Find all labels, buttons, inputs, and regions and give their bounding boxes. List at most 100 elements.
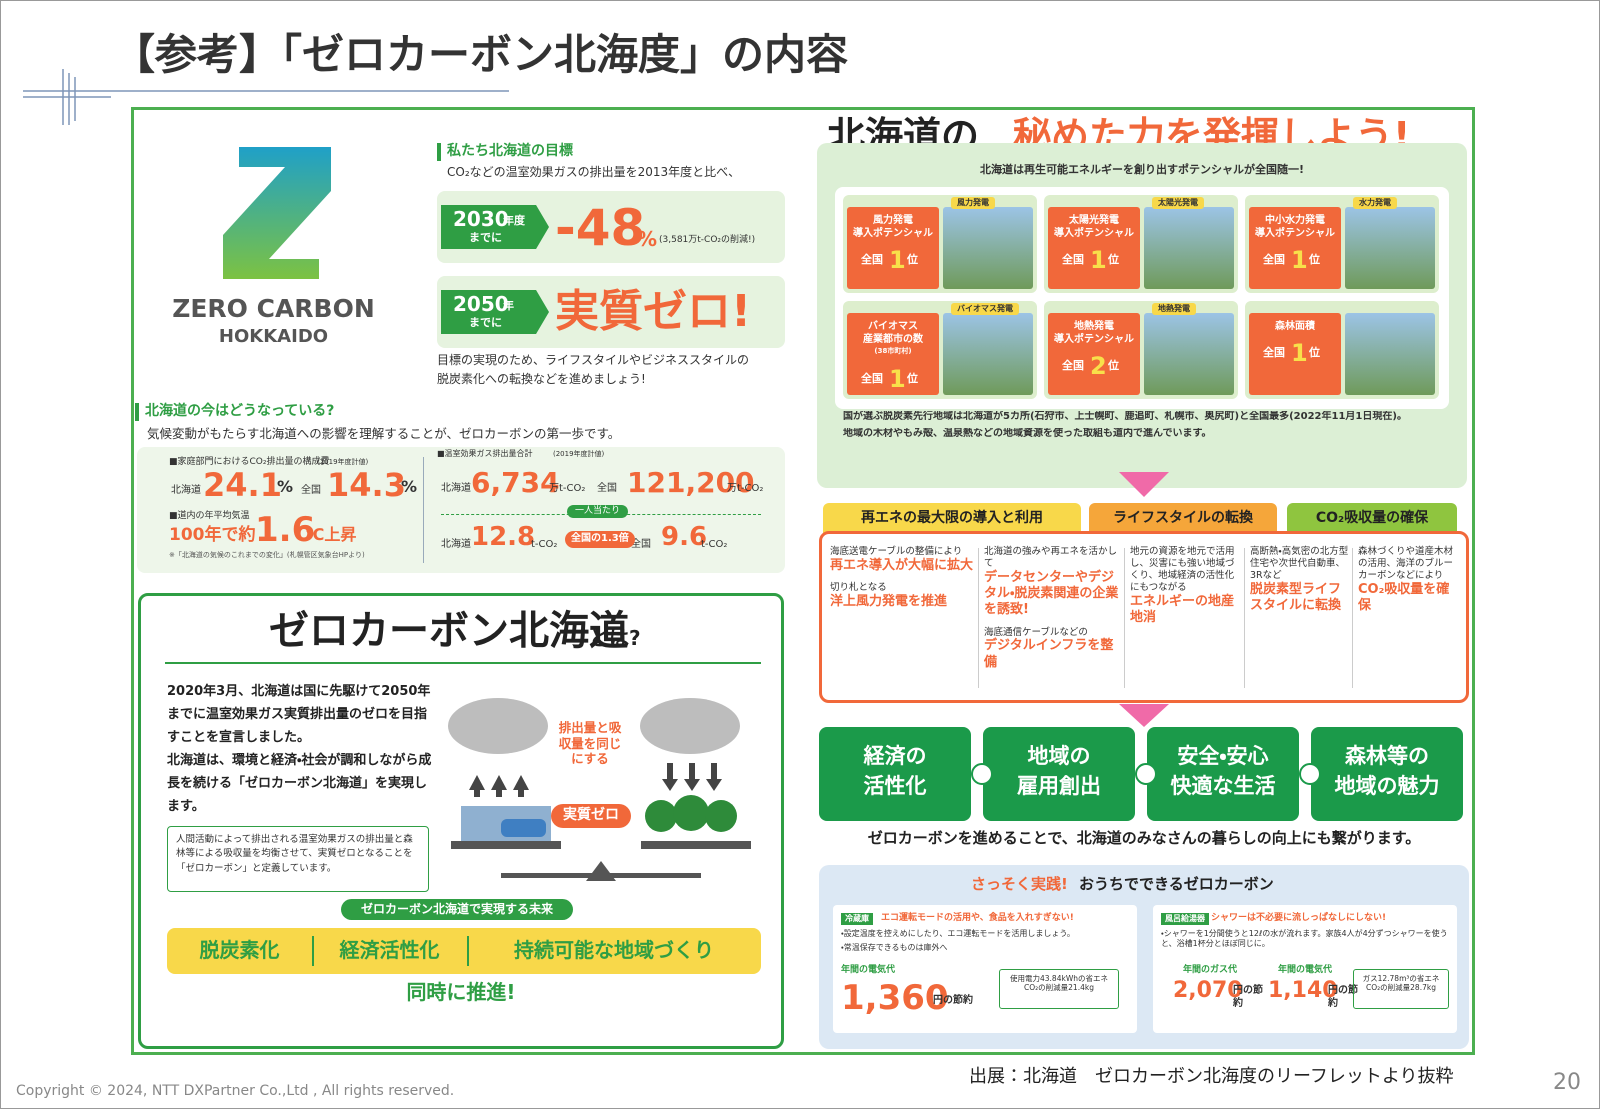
- result-pill: 実質ゼロ: [551, 804, 631, 828]
- action-highlight: データセンターやデジタル・脱炭素関連の企業を誘致!: [984, 569, 1119, 618]
- rank-suffix: 位: [1309, 253, 1320, 266]
- about-box: ゼロカーボン北海道 とは? 2020年3月、北海道は国に先駆けて2050年までに温室…: [138, 593, 784, 1049]
- action-text: 海底送電ケーブルの整備により: [830, 546, 963, 557]
- potential-note: 地域の木材やもみ殻、温泉熱などの地域資源を使った取組も道内で進んでいます。: [843, 428, 1212, 439]
- rank-suffix: 位: [1108, 253, 1119, 266]
- stat-value: 6,734: [471, 466, 560, 499]
- card-tag: 地熱発電: [1152, 303, 1196, 315]
- saving-value: 1,140: [1268, 978, 1338, 1003]
- action-column: 北海道の強みや再エネを活かして データセンターやデジタル・脱炭素関連の企業を誘致!…: [984, 546, 1122, 696]
- stat-item-label: 全国: [631, 539, 651, 550]
- saving-unit: 円の節約: [1233, 985, 1263, 1009]
- action-text: 切り札となる: [830, 582, 887, 594]
- future-item: 経済活性化: [339, 938, 440, 962]
- target-value: -48: [555, 199, 646, 257]
- balance-text: 排出量と吸収量を同じにする: [558, 720, 622, 767]
- per-capita-pill: 一人当たり: [567, 505, 629, 519]
- rank-suffix: 位: [907, 372, 918, 385]
- slide-title: 【参考】「ゼロカーボン北海度」の内容: [113, 30, 849, 79]
- benefit-line: 活性化: [863, 774, 927, 798]
- benefit-line: 雇用創出: [1017, 774, 1101, 798]
- card-label-box: 太陽光発電 導入ポテンシャル 全国 1 位: [1048, 207, 1140, 289]
- benefit-summary: ゼロカーボンを進めることで、北海道のみなさんの暮らしの向上にも繋がります。: [867, 829, 1421, 847]
- actions-box: 海底送電ケーブルの整備により 再エネ導入が大幅に拡大 切り札となる 洋上風力発電を推進…: [819, 531, 1469, 703]
- card-label-box: 地熱発電 導入ポテンシャル 全国 2 位: [1048, 313, 1140, 395]
- stat-value: 24.1: [203, 466, 282, 504]
- plus: [1299, 763, 1321, 785]
- action-tab: 再エネの最大限の導入と利用: [823, 503, 1081, 535]
- definition-box: 人間活動によって排出される温室効果ガスの排出量と森林等による吸収量を均衡させて、…: [167, 826, 429, 892]
- ratio-pill: 全国の1.3倍: [565, 531, 635, 548]
- stat-unit: 万t-CO₂: [549, 483, 586, 494]
- rank-suffix: 位: [1309, 346, 1320, 359]
- potential-subtitle: 北海道は再生可能エネルギーを創り出すポテンシャルが全国随一!: [979, 163, 1304, 176]
- rank-value: 2: [1090, 352, 1107, 380]
- card-tag: 水力発電: [1353, 197, 1397, 209]
- card-label: 太陽光発電: [1069, 215, 1119, 226]
- temp-prefix: 100年で約: [169, 525, 256, 545]
- section-heading: 私たち北海道の目標: [437, 143, 573, 161]
- page-number: 20: [1553, 1070, 1581, 1095]
- action-highlight: デジタルインフラを整備: [984, 638, 1114, 670]
- together: 同時に推進!: [406, 980, 516, 1004]
- card-label: バイオマス: [868, 321, 918, 332]
- action-highlight: 脱炭素型ライフスタイルに転換: [1250, 581, 1342, 613]
- stat-item-label: 北海道: [441, 483, 471, 494]
- potential-card: バイオマス 産業都市の数 (38市町村) 全国 1 位 バイオマス発電: [843, 301, 1037, 399]
- card-label: (38市町村): [874, 347, 912, 355]
- benefit-box: 経済の 活性化: [819, 727, 971, 821]
- future-divider: [312, 936, 314, 966]
- potential-card: 風力発電 導入ポテンシャル 全国 1 位 風力発電: [843, 195, 1037, 293]
- home-card-title: シャワーは不必要に流しっぱなしにしない!: [1211, 913, 1387, 923]
- card-photo: [943, 207, 1033, 289]
- goal-outro: 脱炭素化への転換などを進めましょう!: [437, 372, 646, 386]
- benefit-box: 地域の 雇用創出: [983, 727, 1135, 821]
- temp-source: ※「北海道の気候のこれまでの変化」(札幌管区気象台HPより): [169, 551, 365, 559]
- action-tab: ライフスタイルの転換: [1089, 503, 1277, 535]
- cloud-label: 排出量: [478, 708, 524, 726]
- target-year-tag: 2030 年度 までに: [441, 205, 549, 249]
- card-label: 中小水力発電: [1265, 215, 1325, 226]
- stat-unit: 万t-CO₂: [727, 483, 764, 494]
- action-column: 地元の資源を地元で活用し、災害にも強い地域づくり、地域経済の活性化にもつながるエ…: [1130, 546, 1242, 696]
- rank-value: 1: [1291, 246, 1308, 274]
- home-card: 風呂給湯器 シャワーは不必要に流しっぱなしにしない! ・シャワーを1分間使うと12ℓ…: [1153, 905, 1457, 1033]
- benefit-line: 快適な生活: [1170, 774, 1276, 798]
- card-label: 産業都市の数: [863, 334, 923, 345]
- card-label: 風力発電: [873, 215, 913, 226]
- future-divider: [467, 936, 469, 966]
- rank-value: 1: [1291, 339, 1308, 367]
- column-divider: [1244, 548, 1245, 688]
- card-label: 導入ポテンシャル: [1054, 334, 1134, 345]
- column-divider: [1352, 548, 1353, 688]
- stat-label: ■温室効果ガス排出量合計: [437, 449, 533, 458]
- stat-label: ■家庭部門におけるCO₂排出量の構成費: [169, 457, 330, 467]
- target-year: 2050: [453, 292, 509, 316]
- action-column: 高断熱・高気密の北方型住宅や次世代自動車、3Rなど 脱炭素型ライフスタイルに転換: [1250, 546, 1350, 696]
- saving-box: ガス12.78m³の省エネ CO₂の削減量28.7kg: [1353, 969, 1449, 1009]
- target-year: 2030: [453, 207, 509, 231]
- plus: [971, 763, 993, 785]
- benefit-line: 安全・安心: [1177, 744, 1269, 768]
- stats-box: ■家庭部門におけるCO₂排出量の構成費 (2019年度計値) 北海道 24.1% 全国 1…: [137, 447, 785, 573]
- copyright: Copyright © 2024, NTT DXPartner Co.,Ltd …: [16, 1083, 455, 1099]
- card-tag: 風力発電: [951, 197, 995, 209]
- future-item: 脱炭素化: [199, 938, 280, 962]
- section-heading: 北海道の今はどうなっている?: [135, 403, 334, 421]
- target-year-unit: 年: [503, 299, 514, 312]
- target-by: までに: [469, 231, 502, 244]
- target-value: 実質ゼロ!: [555, 286, 752, 337]
- rank-value: 1: [889, 246, 906, 274]
- target-year-unit: 年度: [503, 214, 525, 227]
- stat-unit: %: [401, 477, 418, 496]
- future-heading: ゼロカーボン北海道で実現する未来: [341, 899, 573, 920]
- home-point: ・シャワーを1分間使うと12ℓの水が流れます。家族4人が4分ずつシャワーを使うと…: [1161, 929, 1448, 948]
- about-title: ゼロカーボン北海道: [269, 608, 629, 654]
- target-note: (3,581万t-CO₂の削減!): [659, 235, 756, 245]
- temp-unit: ℃上昇: [305, 525, 357, 544]
- benefit-box: 森林等の 地域の魅力: [1311, 727, 1463, 821]
- card-label: 導入ポテンシャル: [1255, 228, 1335, 239]
- now-text: 気候変動がもたらす北海道への影響を理解することが、ゼロカーボンの第一歩です。: [147, 426, 621, 441]
- action-text: 森林づくりや道産木材の活用、海洋のブルーカーボンなどにより: [1358, 546, 1454, 581]
